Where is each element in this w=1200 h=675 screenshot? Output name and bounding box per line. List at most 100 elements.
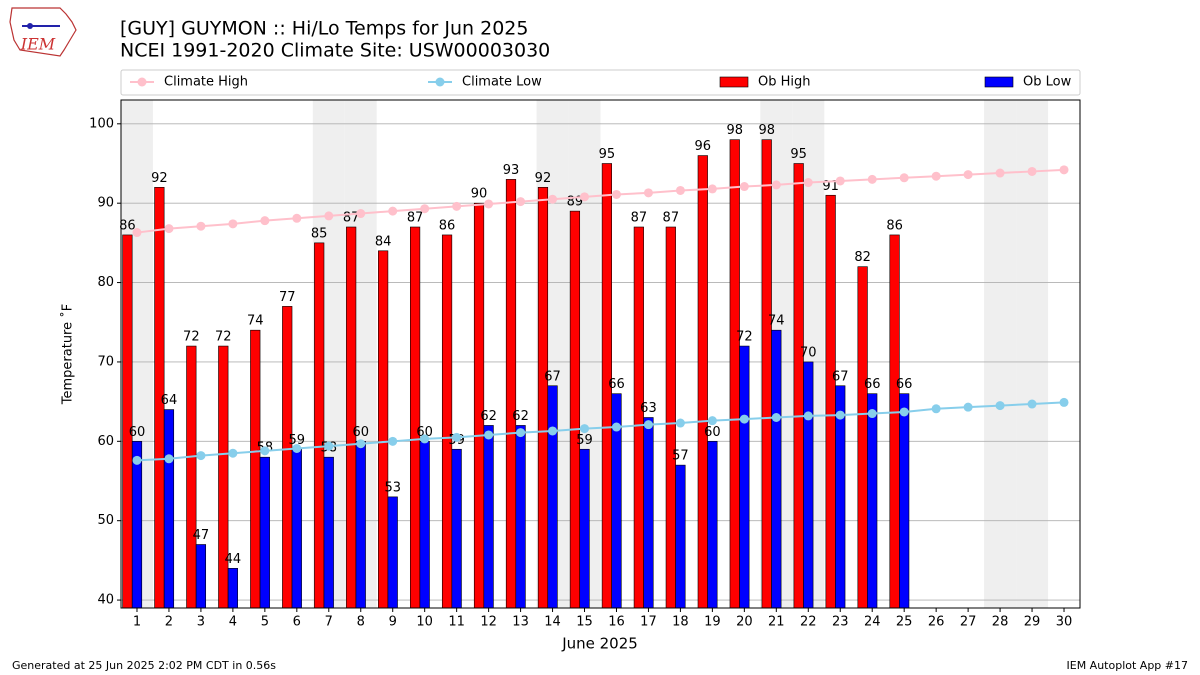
line-point xyxy=(1059,397,1069,407)
footer-right: IEM Autoplot App #17 xyxy=(1067,659,1189,672)
x-tick-label: 22 xyxy=(800,615,817,630)
line-point xyxy=(516,197,526,207)
line-point xyxy=(931,404,941,414)
bar-value-label: 59 xyxy=(289,433,306,448)
line-point xyxy=(580,424,590,434)
x-tick-label: 10 xyxy=(416,615,433,630)
bar-value-label: 95 xyxy=(599,147,616,162)
line-point xyxy=(548,426,558,436)
weekend-shade xyxy=(1016,100,1049,608)
line-point xyxy=(675,185,685,195)
bar xyxy=(579,448,590,609)
bar xyxy=(409,226,421,609)
bar-value-label: 67 xyxy=(832,369,849,384)
line-point xyxy=(292,213,302,223)
weekend-shade xyxy=(984,100,1017,608)
bar-value-label: 72 xyxy=(215,330,232,345)
bar xyxy=(250,329,261,609)
legend-label: Climate Low xyxy=(462,75,542,90)
x-tick-label: 8 xyxy=(357,615,365,630)
logo: IEM xyxy=(9,7,77,57)
bar-value-label: 53 xyxy=(384,480,401,495)
line-point xyxy=(1027,399,1037,409)
bar xyxy=(569,210,581,609)
bar xyxy=(314,242,325,609)
line-point xyxy=(675,418,685,428)
chart-title: [GUY] GUYMON :: Hi/Lo Temps for Jun 2025 xyxy=(120,18,528,40)
bar-value-label: 60 xyxy=(416,425,433,440)
line-point xyxy=(867,174,877,184)
line-point xyxy=(803,411,813,421)
bar-value-label: 93 xyxy=(503,163,520,178)
bar-value-label: 62 xyxy=(480,409,497,424)
bar-value-label: 95 xyxy=(790,147,807,162)
bar xyxy=(259,456,270,609)
line-point xyxy=(452,201,462,211)
bar-value-label: 59 xyxy=(576,433,593,448)
line-point xyxy=(548,194,558,204)
line-point xyxy=(516,428,526,438)
logo-dot xyxy=(27,23,33,29)
bar xyxy=(483,425,494,609)
bar xyxy=(697,155,708,609)
line-point xyxy=(580,192,590,202)
bar xyxy=(889,234,900,609)
bar xyxy=(707,441,718,609)
line xyxy=(136,168,1065,234)
x-tick-label: 14 xyxy=(544,615,561,630)
x-tick-label: 4 xyxy=(229,615,237,630)
bar-value-label: 96 xyxy=(695,139,712,154)
bar-value-label: 66 xyxy=(896,377,913,392)
bar xyxy=(473,202,485,609)
line-point xyxy=(356,209,366,219)
x-tick-label: 20 xyxy=(736,615,753,630)
bar-value-label: 74 xyxy=(247,314,264,329)
x-tick-label: 11 xyxy=(448,615,465,630)
x-tick-label: 15 xyxy=(576,615,593,630)
line-point xyxy=(995,401,1005,411)
line-point xyxy=(899,407,909,417)
bar-value-label: 86 xyxy=(886,218,903,233)
legend-box xyxy=(120,69,1081,96)
line-point xyxy=(771,413,781,422)
bar xyxy=(547,385,558,609)
line-point xyxy=(196,221,206,231)
line-point xyxy=(132,228,142,238)
bar-value-label: 72 xyxy=(183,330,200,345)
bar xyxy=(899,393,910,609)
bar-value-label: 87 xyxy=(631,211,648,226)
x-tick-label: 13 xyxy=(512,615,529,630)
legend-marker xyxy=(435,77,445,87)
bar-value-label: 86 xyxy=(439,218,456,233)
line-point xyxy=(132,455,142,465)
bar-value-label: 86 xyxy=(119,218,136,233)
bar-value-label: 60 xyxy=(129,425,146,440)
line-point xyxy=(931,171,941,181)
bar xyxy=(441,234,453,609)
line-point xyxy=(260,446,270,456)
bar xyxy=(282,306,293,609)
line-point xyxy=(963,402,973,412)
line-point xyxy=(292,443,302,453)
bar xyxy=(323,456,334,609)
bar xyxy=(793,163,804,609)
x-tick-label: 6 xyxy=(293,615,301,630)
bar-value-label: 62 xyxy=(512,409,529,424)
bar xyxy=(355,441,366,609)
line-point xyxy=(228,448,238,458)
bar-value-label: 98 xyxy=(758,123,775,138)
bar xyxy=(291,448,302,609)
line-point xyxy=(484,430,494,440)
line-point xyxy=(484,199,494,209)
bar-value-label: 84 xyxy=(375,234,392,249)
line-point xyxy=(164,224,174,234)
y-tick-label: 60 xyxy=(97,434,114,449)
x-tick-label: 21 xyxy=(768,615,785,630)
bar xyxy=(163,409,175,609)
y-tick-label: 80 xyxy=(97,275,114,290)
line-point xyxy=(356,439,366,449)
bar-value-label: 82 xyxy=(854,250,871,265)
x-tick-label: 26 xyxy=(928,615,945,630)
x-tick-label: 2 xyxy=(165,615,173,630)
